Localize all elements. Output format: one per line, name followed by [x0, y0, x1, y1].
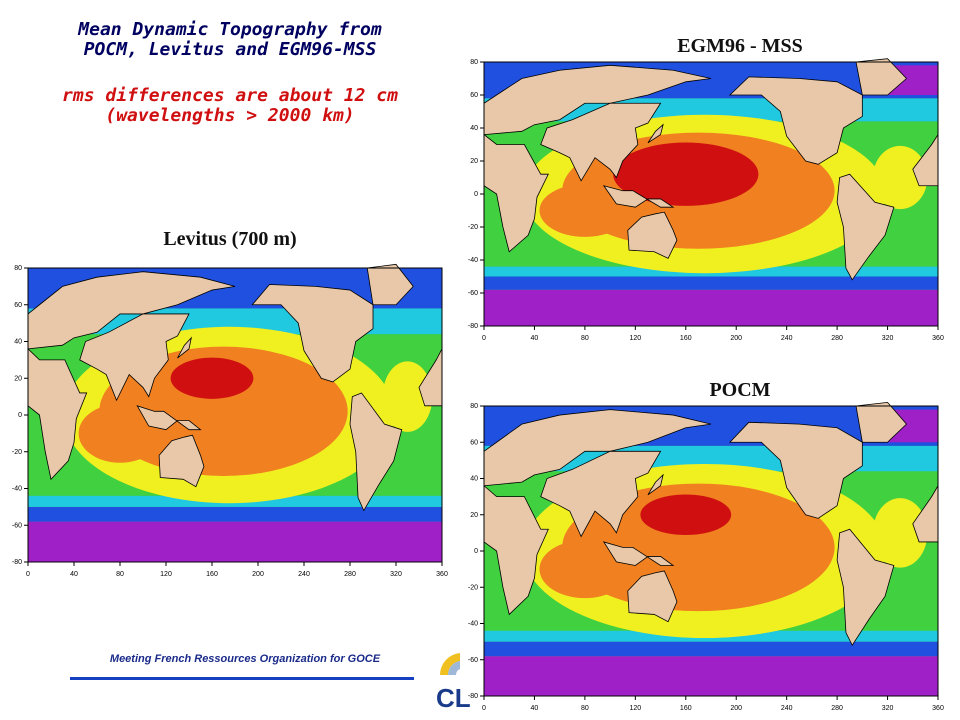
x-tick-label: 40	[531, 705, 539, 712]
y-tick-label: -80	[12, 559, 22, 566]
y-tick-label: -20	[468, 224, 478, 231]
y-tick-label: 0	[474, 548, 478, 555]
y-tick-label: 40	[470, 476, 478, 483]
y-tick-label: 20	[14, 375, 22, 382]
y-tick-label: 80	[470, 59, 478, 66]
x-tick-label: 80	[581, 335, 589, 342]
x-tick-label: 320	[390, 571, 402, 578]
y-tick-label: -20	[12, 449, 22, 456]
levitus-map-canvas: 0 40 80 120 160 200 240 280 320 360806040200-20-4…	[12, 263, 448, 578]
x-tick-label: 320	[882, 705, 894, 712]
y-tick-label: 60	[470, 439, 478, 446]
x-tick-label: 200	[730, 705, 742, 712]
x-tick-label: 280	[831, 335, 843, 342]
x-tick-label: 120	[629, 705, 641, 712]
x-tick-label: 120	[629, 335, 641, 342]
y-tick-label: -40	[468, 621, 478, 628]
levitus-map-title: Levitus (700 m)	[163, 228, 297, 250]
slide-subtitle-line1: rms differences are about 12 cm	[62, 85, 398, 106]
x-tick-label: 360	[436, 571, 448, 578]
egm96-map-title: EGM96 - MSS	[677, 35, 803, 57]
y-tick-label: 0	[18, 412, 22, 419]
x-tick-label: 240	[781, 705, 793, 712]
y-tick-label: -40	[468, 257, 478, 264]
x-tick-label: 360	[932, 335, 944, 342]
x-tick-label: 0	[482, 705, 486, 712]
x-tick-label: 40	[531, 335, 539, 342]
egm96-map: 0 40 80 120 160 200 240 280 320 360 80 60 40 20 0 -20 -4…	[456, 56, 946, 348]
y-tick-label: -80	[468, 693, 478, 700]
y-tick-label: 40	[14, 339, 22, 346]
x-tick-label: 120	[160, 571, 172, 578]
y-tick-label: 60	[470, 92, 478, 99]
x-tick-label: 280	[831, 705, 843, 712]
y-tick-label: 20	[470, 158, 478, 165]
x-tick-label: 200	[730, 335, 742, 342]
x-tick-label: 80	[581, 705, 589, 712]
pocm-map-canvas: 0 40 80 120 160 200 240 280 320 360806040200-20-4…	[468, 401, 944, 712]
cls-logo-icon: CL	[436, 653, 471, 713]
y-tick-label: 80	[14, 265, 22, 272]
x-tick-label: 0	[26, 571, 30, 578]
x-tick-label: 160	[206, 571, 218, 578]
slide-title: Mean Dynamic Topography from POCM, Levit…	[10, 20, 450, 60]
pocm-map-title: POCM	[709, 379, 771, 401]
egm96-map-canvas: 0 40 80 120 160 200 240 280 320 360806040200-20-4…	[468, 58, 944, 342]
slide-title-line1: Mean Dynamic Topography from	[78, 19, 382, 40]
y-tick-label: 40	[470, 125, 478, 132]
y-tick-label: -40	[12, 486, 22, 493]
x-tick-label: 160	[680, 705, 692, 712]
x-tick-label: 320	[882, 335, 894, 342]
y-tick-label: -80	[468, 323, 478, 330]
y-tick-label: 20	[470, 512, 478, 519]
x-tick-label: 240	[298, 571, 310, 578]
y-tick-label: 60	[14, 302, 22, 309]
x-tick-label: 240	[781, 335, 793, 342]
x-tick-label: 200	[252, 571, 264, 578]
x-tick-label: 0	[482, 335, 486, 342]
y-tick-label: -60	[468, 657, 478, 664]
slide-subtitle: rms differences are about 12 cm (wavelen…	[10, 86, 450, 126]
logo: CL	[430, 645, 471, 715]
y-tick-label: -20	[468, 584, 478, 591]
footer-text: Meeting French Ressources Organization f…	[109, 653, 381, 665]
levitus-map: 0 40 80 120 160 200 240 280 320 360 80 60 40 20 0 -20 -4…	[0, 262, 450, 584]
x-tick-label: 80	[116, 571, 124, 578]
x-tick-label: 360	[932, 705, 944, 712]
footer-divider	[70, 677, 414, 680]
pocm-map: 0 40 80 120 160 200 240 280 320 360 80 60 40 20 0 -20 -4…	[456, 400, 946, 718]
slide-subtitle-line2: (wavelengths > 2000 km)	[105, 105, 355, 126]
slide-title-line2: POCM, Levitus and EGM96-MSS	[83, 39, 377, 60]
x-tick-label: 160	[680, 335, 692, 342]
y-tick-label: 0	[474, 191, 478, 198]
logo-text: CL	[436, 683, 470, 713]
x-tick-label: 280	[344, 571, 356, 578]
y-tick-label: -60	[12, 522, 22, 529]
y-tick-label: -60	[468, 290, 478, 297]
y-tick-label: 80	[470, 403, 478, 410]
x-tick-label: 40	[70, 571, 78, 578]
